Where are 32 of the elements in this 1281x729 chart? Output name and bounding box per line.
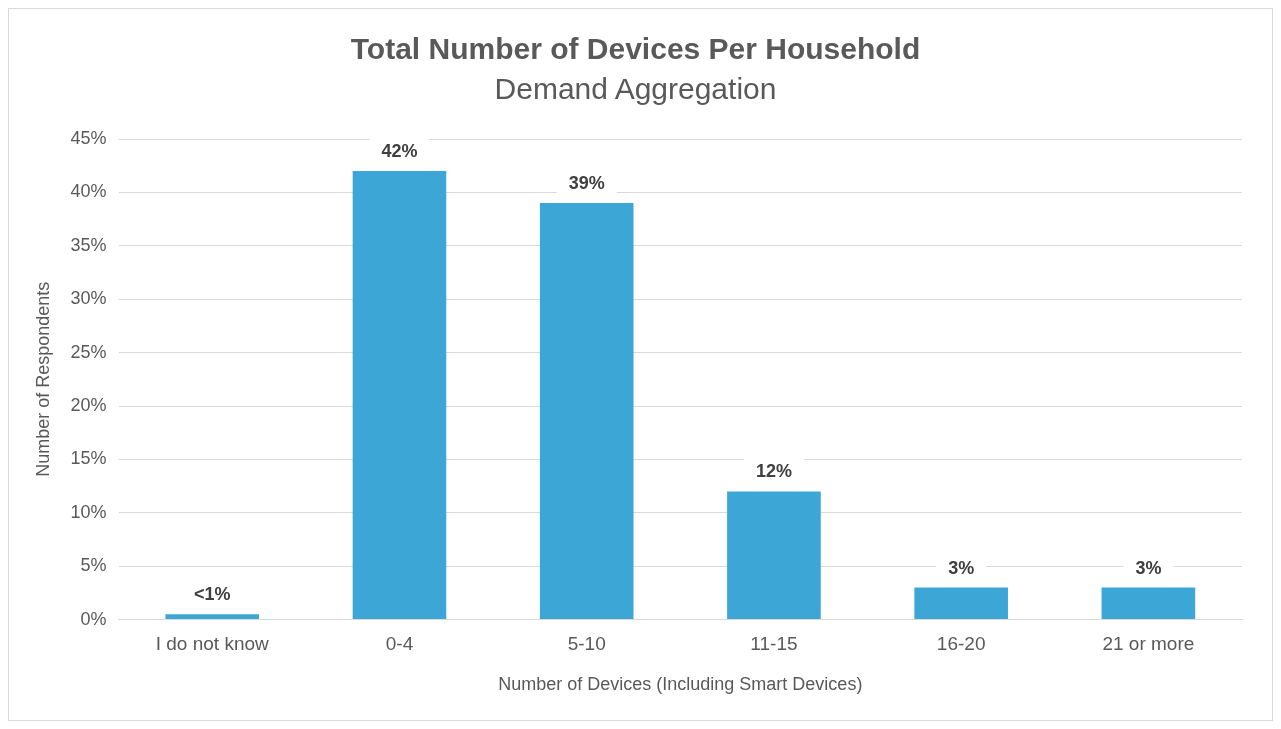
y-tick-label: 0% bbox=[80, 608, 107, 629]
y-tick-label: 15% bbox=[70, 448, 107, 469]
bar bbox=[727, 491, 821, 620]
data-label: 42% bbox=[381, 141, 418, 162]
y-tick-label: 10% bbox=[70, 501, 107, 522]
y-tick-label: 30% bbox=[70, 288, 107, 309]
y-tick-label: 5% bbox=[80, 555, 107, 576]
bar bbox=[1101, 587, 1196, 620]
data-label: 3% bbox=[1135, 557, 1162, 578]
x-tick-label: 11-15 bbox=[750, 633, 798, 655]
y-tick-label: 45% bbox=[70, 127, 107, 148]
y-tick-label: 25% bbox=[70, 341, 107, 362]
x-tick-label: 0-4 bbox=[385, 633, 414, 655]
x-tick-label: 5-10 bbox=[567, 633, 606, 655]
x-tick-label: 16-20 bbox=[936, 633, 986, 655]
x-tick-label: 21 or more bbox=[1102, 633, 1195, 655]
bar bbox=[914, 587, 1008, 620]
data-label: <1% bbox=[193, 584, 231, 605]
bar bbox=[352, 171, 447, 620]
x-tick-label: I do not know bbox=[155, 633, 270, 655]
chart-subtitle: Demand Aggregation bbox=[494, 72, 777, 106]
y-tick-label: 40% bbox=[70, 181, 107, 202]
chart-title: Total Number of Devices Per Household bbox=[350, 32, 921, 66]
y-axis-title: Number of Respondents bbox=[32, 281, 53, 477]
bar bbox=[165, 614, 260, 620]
data-label: 12% bbox=[755, 461, 792, 482]
bar bbox=[539, 203, 634, 620]
y-tick-label: 20% bbox=[70, 394, 107, 415]
x-axis-title: Number of Devices (Including Smart Devices) bbox=[498, 674, 863, 695]
data-label: 39% bbox=[568, 173, 605, 194]
y-tick-label: 35% bbox=[70, 234, 107, 255]
data-label: 3% bbox=[948, 557, 975, 578]
